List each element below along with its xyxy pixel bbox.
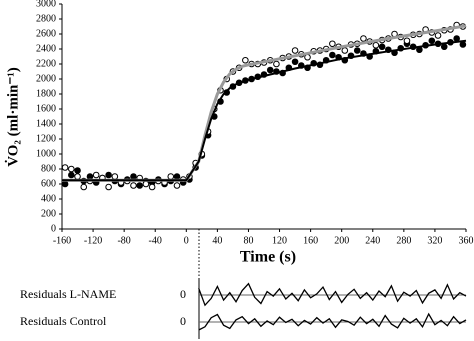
residual-title: Residuals Control — [20, 314, 107, 328]
open-point — [80, 183, 88, 191]
open-point — [434, 32, 442, 39]
x-tick-label: -40 — [149, 235, 162, 246]
y-tick-label: 1000 — [36, 148, 56, 159]
y-tick-label: 2600 — [36, 28, 56, 39]
open-point — [105, 183, 112, 191]
open-point — [360, 35, 367, 42]
x-tick-label: -160 — [53, 235, 71, 246]
filled-point — [105, 171, 112, 179]
open-point — [173, 182, 181, 189]
x-tick-label: 120 — [272, 235, 287, 246]
filled-point — [459, 41, 467, 48]
line — [198, 282, 467, 307]
x-tick-label: 160 — [303, 235, 318, 246]
open-point — [148, 183, 156, 191]
y-tick-label: 2800 — [36, 13, 56, 24]
y-tick-label: 1200 — [36, 133, 56, 144]
x-tick-label: -80 — [117, 235, 130, 246]
x-axis-label: Time (s) — [240, 249, 296, 266]
y-tick-label: 2400 — [36, 43, 56, 54]
filled-point — [453, 35, 460, 42]
filled-point — [61, 180, 69, 188]
y-tick-label: 0 — [180, 314, 186, 328]
x-tick-label: 200 — [334, 235, 349, 246]
x-tick-label: 320 — [427, 235, 442, 246]
filled-point — [378, 43, 386, 51]
filled-point — [74, 167, 81, 174]
open-point — [167, 173, 175, 180]
open-point — [291, 47, 299, 54]
open-point — [242, 56, 249, 64]
y-tick-label: 1600 — [36, 103, 56, 114]
open-point — [372, 41, 380, 49]
line — [62, 39, 467, 182]
x-tick-label: 80 — [243, 235, 253, 246]
y-tick-label: 0 — [51, 223, 56, 234]
open-point — [111, 173, 119, 180]
y-tick-label: 400 — [41, 193, 56, 204]
y-tick-label: 200 — [41, 208, 56, 219]
x-tick-label: 40 — [212, 235, 222, 246]
open-point — [68, 165, 75, 173]
y-tick-label: 3000 — [36, 0, 56, 9]
x-tick-label: 0 — [184, 235, 189, 246]
filled-point — [291, 58, 299, 66]
y-tick-label: 1400 — [36, 118, 56, 129]
open-point — [273, 60, 280, 68]
open-point — [341, 47, 349, 54]
open-point — [142, 180, 150, 188]
filled-point — [440, 43, 448, 51]
y-tick-label: 1800 — [36, 88, 56, 99]
x-tick-label: -120 — [84, 235, 102, 246]
filled-point — [329, 51, 336, 59]
open-point — [61, 164, 69, 171]
filled-point — [266, 66, 274, 74]
filled-point — [428, 37, 436, 45]
x-tick-label: 280 — [396, 235, 411, 246]
filled-point — [136, 182, 143, 189]
filled-point — [68, 171, 75, 179]
filled-point — [173, 173, 181, 180]
x-tick-label: 240 — [365, 235, 380, 246]
open-point — [92, 171, 100, 179]
y-tick-label: 600 — [41, 178, 56, 189]
line — [198, 312, 467, 331]
filled-point — [353, 47, 361, 54]
y-tick-label: 0 — [180, 287, 186, 301]
filled-point — [130, 173, 137, 180]
y-tick-label: 2000 — [36, 73, 56, 84]
open-point — [130, 182, 137, 189]
x-tick-label: 360 — [459, 235, 474, 246]
y-axis-label: V̇O₂ (ml·min⁻¹) — [4, 67, 21, 167]
open-point — [403, 37, 411, 45]
y-tick-label: 2200 — [36, 58, 56, 69]
y-tick-label: 800 — [41, 163, 56, 174]
residual-title: Residuals L-NAME — [20, 287, 116, 301]
open-point — [74, 173, 81, 180]
open-point — [329, 40, 336, 48]
